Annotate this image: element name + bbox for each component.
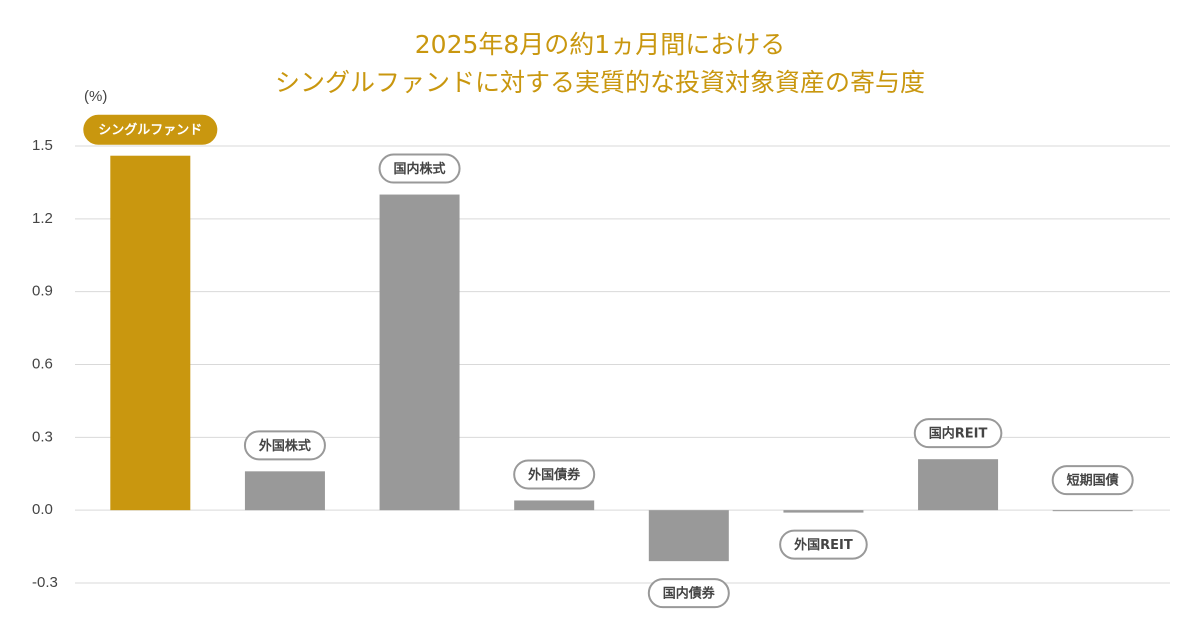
- x-tick-label: 外国REIT: [793, 537, 853, 553]
- bar: [379, 194, 460, 511]
- bar: [648, 510, 729, 562]
- label-pill: [779, 529, 868, 560]
- y-tick-label: 1.5: [32, 137, 53, 154]
- y-tick-label: 0.3: [32, 428, 53, 445]
- label-pill: [378, 153, 461, 184]
- x-tick-label: 国内株式: [394, 161, 446, 177]
- bar: [918, 459, 999, 511]
- y-tick-label: -0.3: [32, 574, 58, 591]
- x-tick-label: 短期国債: [1067, 473, 1119, 489]
- category-label: 国内債券: [647, 578, 730, 609]
- x-tick-label: 国内債券: [663, 586, 716, 602]
- label-pill: [513, 459, 596, 490]
- bar: [110, 155, 191, 511]
- category-label: 国内REIT: [913, 418, 1003, 449]
- y-tick-label: 0.6: [32, 355, 53, 372]
- category-label: 短期国債: [1051, 465, 1134, 496]
- y-tick-label: 1.2: [32, 210, 53, 227]
- x-tick-label: 外国債券: [527, 467, 581, 483]
- category-label: 外国株式: [243, 430, 326, 461]
- x-tick-label: 国内REIT: [929, 426, 988, 442]
- label-pill: [647, 578, 730, 609]
- label-pill: [83, 114, 218, 145]
- y-tick-label: 0.9: [32, 283, 53, 300]
- bar: [514, 500, 595, 511]
- category-label: 国内株式: [378, 153, 461, 184]
- bar: [783, 510, 864, 513]
- category-label: 外国REIT: [779, 529, 868, 560]
- chart-title: 2025年8月の約1ヵ月間における: [415, 30, 785, 59]
- bar: [1052, 510, 1133, 512]
- bar: [244, 471, 325, 511]
- x-tick-label: 外国株式: [258, 438, 311, 454]
- y-axis-label: (%): [84, 88, 107, 105]
- label-pill: [913, 418, 1003, 449]
- label-pill: [243, 430, 326, 461]
- category-label: 外国債券: [513, 459, 596, 490]
- label-pill: [1051, 465, 1134, 496]
- y-tick-label: 0.0: [32, 501, 53, 518]
- category-label: シングルファンド: [83, 114, 218, 145]
- chart-title: シングルファンドに対する実質的な投資対象資産の寄与度: [275, 68, 925, 97]
- x-tick-label: シングルファンド: [98, 122, 202, 138]
